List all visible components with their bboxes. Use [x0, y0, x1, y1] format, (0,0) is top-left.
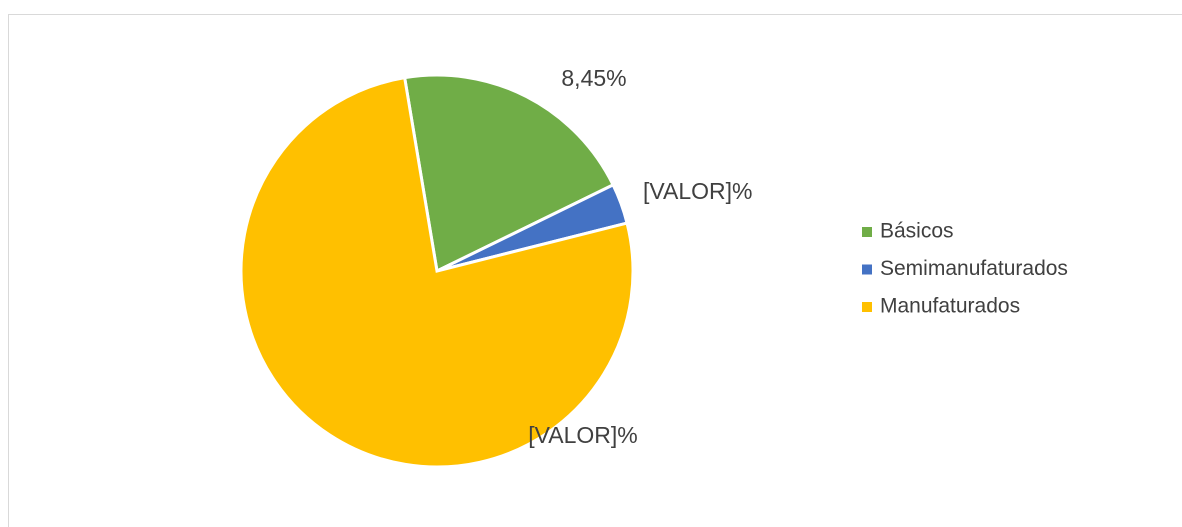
legend-swatch [862, 302, 872, 312]
data-label: [VALOR]% [643, 178, 753, 204]
pie-slice [402, 73, 616, 274]
legend-label: Semimanufaturados [880, 257, 1068, 280]
data-label: 8,45% [561, 65, 626, 91]
data-label: [VALOR]% [528, 422, 638, 448]
legend-label: Básicos [880, 220, 954, 243]
pie-slice [239, 75, 635, 469]
legend-swatch [862, 264, 872, 275]
legend-swatch [862, 227, 872, 237]
legend-label: Manufaturados [880, 295, 1020, 318]
